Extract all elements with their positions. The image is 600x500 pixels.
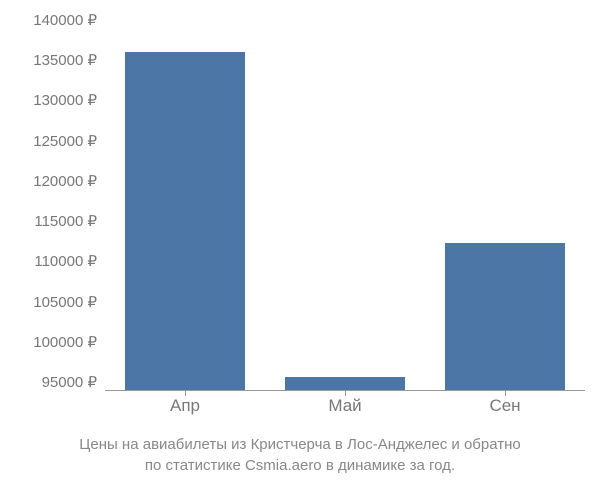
x-tick-label: Апр [170, 396, 200, 416]
y-tick-label: 105000 ₽ [0, 293, 97, 311]
x-axis-labels: Апр Май Сен [105, 390, 585, 430]
y-tick-label: 100000 ₽ [0, 333, 97, 351]
y-tick-label: 140000 ₽ [0, 11, 97, 29]
y-tick-label: 130000 ₽ [0, 91, 97, 109]
x-tick-label: Май [328, 396, 361, 416]
x-tick-label: Сен [489, 396, 520, 416]
y-tick-label: 110000 ₽ [0, 252, 97, 270]
chart-caption: Цены на авиабилеты из Кристчерча в Лос-А… [0, 434, 600, 476]
caption-line-2: по статистике Csmia.aero в динамике за г… [0, 455, 600, 476]
bar [445, 243, 565, 390]
y-tick-label: 135000 ₽ [0, 51, 97, 69]
y-tick-label: 115000 ₽ [0, 212, 97, 230]
y-tick-label: 95000 ₽ [0, 373, 97, 391]
bar [125, 52, 245, 390]
price-bar-chart: 95000 ₽ 100000 ₽ 105000 ₽ 110000 ₽ 115000 ₽ 1… [0, 0, 600, 500]
y-tick-label: 125000 ₽ [0, 132, 97, 150]
y-tick-label: 120000 ₽ [0, 172, 97, 190]
bar [285, 377, 405, 390]
plot-area [105, 20, 585, 390]
caption-line-1: Цены на авиабилеты из Кристчерча в Лос-А… [0, 434, 600, 455]
